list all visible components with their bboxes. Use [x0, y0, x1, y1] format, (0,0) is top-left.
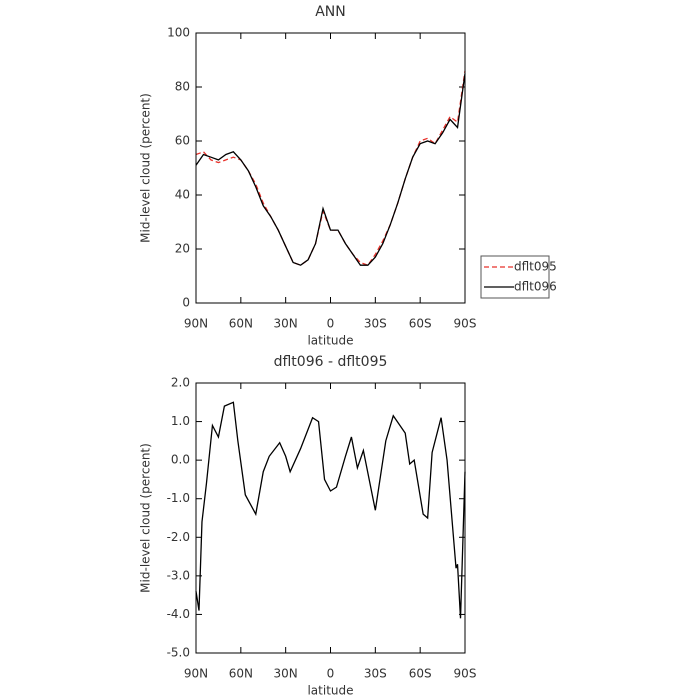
- x-tick-label: 60N: [229, 317, 253, 331]
- chart-title: ANN: [315, 4, 346, 20]
- x-tick-label: 90N: [184, 317, 208, 331]
- x-axis-label: latitude: [307, 334, 353, 348]
- data-line: [195, 73, 466, 266]
- chart-title: dflt096 - dflt095: [274, 354, 388, 370]
- y-tick-label: -4.0: [167, 607, 190, 621]
- plot-frame: [195, 382, 466, 654]
- legend-label: dflt095: [514, 260, 557, 274]
- y-tick-label: 2.0: [171, 376, 190, 390]
- data-line: [195, 70, 466, 266]
- legend-label: dflt096: [514, 280, 557, 294]
- x-tick-label: 0: [327, 667, 335, 681]
- x-tick-label: 90S: [454, 667, 477, 681]
- y-tick-label: 0: [182, 296, 190, 310]
- y-axis-label: Mid-level cloud (percent): [139, 443, 153, 593]
- x-tick-label: 30S: [364, 667, 387, 681]
- y-tick-label: -3.0: [167, 568, 190, 582]
- y-tick-label: 100: [167, 26, 190, 40]
- x-axis-label: latitude: [307, 684, 353, 698]
- x-tick-label: 0: [327, 317, 335, 331]
- y-tick-label: 40: [175, 188, 190, 202]
- y-tick-label: 0.0: [171, 453, 190, 467]
- legend-box: [480, 255, 550, 299]
- y-tick-label: 1.0: [171, 414, 190, 428]
- y-tick-label: 60: [175, 134, 190, 148]
- x-tick-label: 60S: [409, 667, 432, 681]
- y-axis-label: Mid-level cloud (percent): [139, 93, 153, 243]
- x-tick-label: 90S: [454, 317, 477, 331]
- x-tick-label: 90N: [184, 667, 208, 681]
- y-tick-label: 80: [175, 80, 190, 94]
- y-tick-label: -1.0: [167, 491, 190, 505]
- x-tick-label: 30S: [364, 317, 387, 331]
- plot-frame: [195, 32, 466, 304]
- y-tick-label: -2.0: [167, 530, 190, 544]
- data-line: [195, 401, 466, 619]
- x-tick-label: 60N: [229, 667, 253, 681]
- y-tick-label: 20: [175, 242, 190, 256]
- x-tick-label: 30N: [274, 667, 298, 681]
- y-tick-label: -5.0: [167, 646, 190, 660]
- x-tick-label: 60S: [409, 317, 432, 331]
- x-tick-label: 30N: [274, 317, 298, 331]
